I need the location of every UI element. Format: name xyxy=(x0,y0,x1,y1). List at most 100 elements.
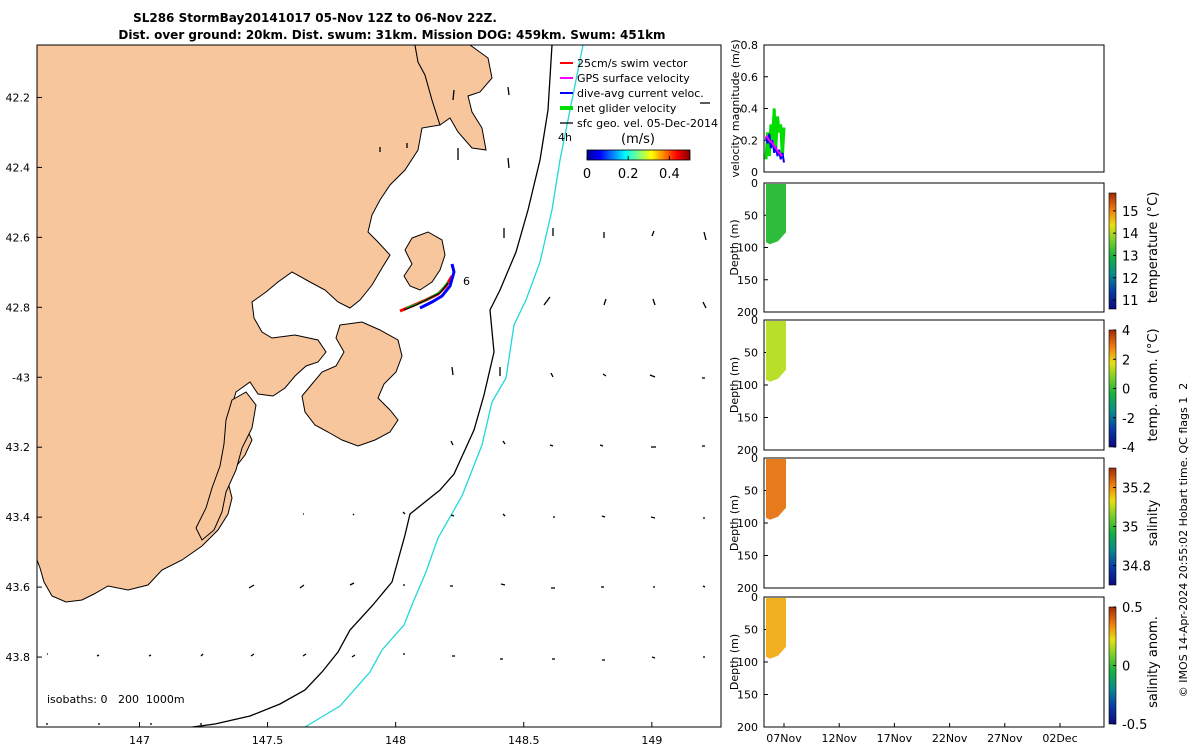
map-y-tick-label: 42.6 xyxy=(6,231,31,244)
y-tick-label: 50 xyxy=(744,624,758,637)
y-tick-label: 0.4 xyxy=(741,103,759,116)
y-axis-label: velocity magnitude (m/s) xyxy=(729,39,742,177)
legend-label-geo: sfc geo. vel. 05-Dec-2014 xyxy=(577,117,718,130)
legend-label-swim: 25cm/s swim vector xyxy=(577,57,688,70)
x-tick-label: 12Nov xyxy=(821,732,857,745)
footer-credit: © IMOS 14-Apr-2024 20:55:02 Hobart time.… xyxy=(1177,383,1190,697)
profile-patch xyxy=(766,321,786,382)
map-panel: 6 4h 25cm/s swim vector GPS surface velo… xyxy=(6,44,722,747)
velocity-series-line xyxy=(764,108,786,160)
x-tick-label: 27Nov xyxy=(987,732,1023,745)
land-maria-island xyxy=(403,231,446,291)
colorbar-tick-label: 35 xyxy=(1122,521,1139,536)
map-y-tick-label: 43.2 xyxy=(6,441,31,454)
land-tasman-peninsula xyxy=(301,321,403,447)
colorbar-tick-label: 2 xyxy=(1122,353,1130,368)
y-tick-label: 150 xyxy=(737,274,758,287)
colorbar-label: salinity xyxy=(1146,499,1161,546)
map-x-tick-label: 149 xyxy=(641,734,662,747)
profile-patch xyxy=(766,184,786,245)
sfc-geo-velocity-field xyxy=(46,86,710,725)
y-tick-label: 0 xyxy=(751,591,758,604)
y-tick-label: 200 xyxy=(737,444,758,457)
map-y-tick-label: 43.4 xyxy=(6,511,31,524)
isobath-1000m xyxy=(303,45,584,727)
colorbar-tick-label: 11 xyxy=(1122,294,1139,309)
isobath-label: isobaths: 0 200 1000m xyxy=(47,693,185,706)
y-tick-label: 150 xyxy=(737,412,758,425)
title-line-1: SL286 StormBay20141017 05-Nov 12Z to 06-… xyxy=(133,11,497,25)
map-x-tick-label: 148 xyxy=(385,734,406,747)
colorbar-label: temp. anom. (°C) xyxy=(1146,328,1161,441)
map-y-tick-label: 42.2 xyxy=(6,91,31,104)
colorbar-tick-label: 0 xyxy=(1122,383,1130,398)
panel-2: 0 50 100 150 200 Depth (m) 11 12 13 14 15 temperatu… xyxy=(728,177,1161,319)
map-x-tick-label: 148.5 xyxy=(508,734,540,747)
velocity-series-line xyxy=(765,134,784,157)
y-tick-label: 200 xyxy=(737,582,758,595)
colorbar-tick-label: 12 xyxy=(1122,272,1139,287)
y-tick-label: 0 xyxy=(751,314,758,327)
map-x-axis: 147 147.5 148 148.5 149 xyxy=(129,722,662,747)
colorbar-tick-label: -4 xyxy=(1122,441,1135,456)
y-axis-label: Depth (m) xyxy=(728,219,741,275)
isobath-200m xyxy=(187,45,553,727)
y-tick-label: 50 xyxy=(744,485,758,498)
annotation-4h: 4h xyxy=(558,131,572,144)
panel-frame xyxy=(763,319,1105,451)
panel-3: 0 50 100 150 200 Depth (m) -4 -2 0 2 4 temp. anom. … xyxy=(728,314,1161,457)
colorbar-tick-label: 0.5 xyxy=(1122,601,1143,616)
glider-track-gps xyxy=(403,282,449,311)
legend-label-gps: GPS surface velocity xyxy=(577,72,690,85)
map-legend: 25cm/s swim vector GPS surface velocity … xyxy=(560,57,718,130)
y-axis-label: Depth (m) xyxy=(728,357,741,413)
map-y-tick-label: 43.6 xyxy=(6,581,31,594)
map-colorbar: (m/s) 0 0.2 0.4 xyxy=(583,132,691,182)
map-y-tick-label: 43.8 xyxy=(6,651,31,664)
land-tasmania xyxy=(37,45,441,603)
legend-label-net: net glider velocity xyxy=(577,102,677,115)
land-bruny-island xyxy=(195,391,257,541)
y-tick-label: 150 xyxy=(737,550,758,563)
colorbar-tick-label: 0 xyxy=(583,167,591,182)
colorbar-title: (m/s) xyxy=(621,132,655,147)
colorbar-tick-label: -2 xyxy=(1122,412,1135,427)
title-line-2: Dist. over ground: 20km. Dist. swum: 31k… xyxy=(118,28,665,42)
glider-track-dive-avg xyxy=(419,263,456,310)
colorbar-tick-label: 4 xyxy=(1122,324,1130,339)
colorbar-tick-label: 34.8 xyxy=(1122,560,1151,575)
profile-patch xyxy=(766,459,786,520)
colorbar-tick-label: 13 xyxy=(1122,249,1139,264)
colorbar-tick-label: 0 xyxy=(1122,660,1130,675)
glider-track xyxy=(399,263,456,313)
x-tick-label: 07Nov xyxy=(766,732,802,745)
y-tick-label: 50 xyxy=(744,209,758,222)
y-tick-label: 100 xyxy=(737,656,758,669)
y-tick-label: 150 xyxy=(737,689,758,702)
panel-frame xyxy=(763,457,1105,589)
map-x-tick-label: 147 xyxy=(129,734,150,747)
colorbar-label: salinity anom. xyxy=(1146,616,1161,708)
panel-frame xyxy=(763,182,1105,313)
colorbar-tick-label: 0.4 xyxy=(659,167,680,182)
y-tick-label: 100 xyxy=(737,242,758,255)
x-tick-label: 17Nov xyxy=(877,732,913,745)
map-y-tick-label: -43 xyxy=(12,371,30,384)
y-tick-label: 0 xyxy=(751,166,758,179)
profile-patch xyxy=(766,598,786,659)
colorbar-label: temperature (°C) xyxy=(1146,192,1161,304)
y-tick-label: 0.6 xyxy=(741,71,759,84)
legend-label-dive-avg: dive-avg current veloc. xyxy=(577,87,704,100)
y-tick-label: 0.8 xyxy=(741,39,759,52)
y-tick-label: 0.2 xyxy=(741,134,759,147)
y-tick-label: 50 xyxy=(744,347,758,360)
colorbar-tick-label: 35.2 xyxy=(1122,482,1151,497)
annotation-6: 6 xyxy=(463,275,470,288)
x-tick-label: 22Nov xyxy=(932,732,968,745)
panel-frame xyxy=(763,596,1105,728)
y-tick-label: 200 xyxy=(737,721,758,734)
